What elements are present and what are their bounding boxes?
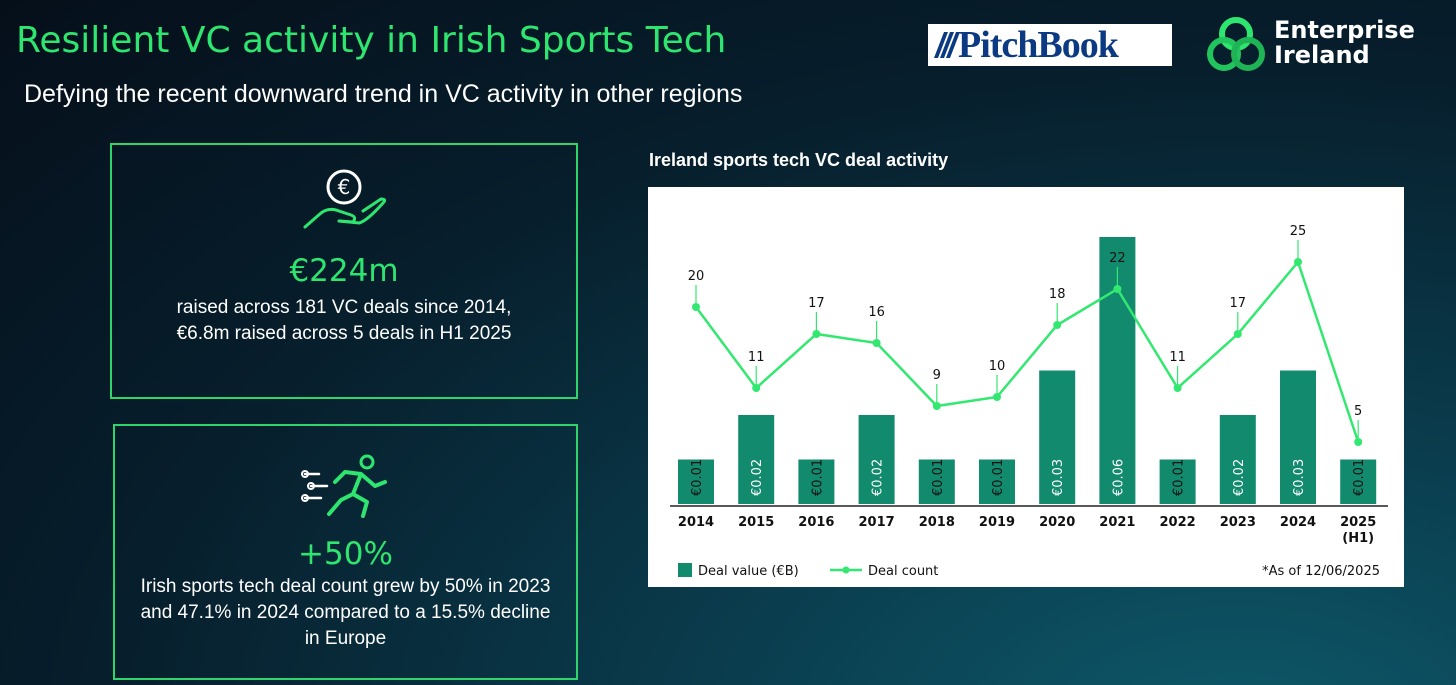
x-tick-2020: 2020 xyxy=(1039,515,1075,530)
deal-count-point-2025 xyxy=(1354,438,1363,446)
x-tick-2019: 2019 xyxy=(979,515,1015,530)
runner-icon xyxy=(300,454,387,518)
legend-swatch-deal-value xyxy=(678,563,692,577)
x-tick-2016: 2016 xyxy=(798,515,834,530)
deal-count-label-2016: 17 xyxy=(808,296,825,311)
x-tick-2014: 2014 xyxy=(678,515,714,530)
x-tick-2023: 2023 xyxy=(1220,515,1256,530)
deal-count-label-2015: 11 xyxy=(748,350,765,365)
deal-count-label-2024: 25 xyxy=(1290,224,1307,239)
stat-desc-growth-line1: Irish sports tech deal count grew by 50%… xyxy=(140,576,551,597)
deal-count-label-2022: 11 xyxy=(1169,350,1186,365)
bar-label-2016: €0.01 xyxy=(810,459,825,496)
pitchbook-logo-text: PitchBook xyxy=(958,24,1119,66)
bar-2024 xyxy=(1280,370,1316,504)
page-title: Resilient VC activity in Irish Sports Te… xyxy=(16,20,727,61)
x-tick-2018: 2018 xyxy=(919,515,955,530)
legend-label-deal-count: Deal count xyxy=(868,564,938,579)
bar-2014 xyxy=(678,459,714,504)
legend-label-deal-value: Deal value (€B) xyxy=(698,564,799,579)
bar-2015 xyxy=(738,415,775,504)
bar-label-2020: €0.03 xyxy=(1051,459,1066,496)
deal-count-point-2021 xyxy=(1113,285,1122,293)
deal-count-point-2018 xyxy=(932,402,941,410)
bar-label-2025: €0.01 xyxy=(1352,459,1367,496)
enterprise-ireland-knot-icon xyxy=(1207,17,1265,71)
bar-label-2022: €0.01 xyxy=(1172,459,1187,496)
deal-count-point-2014 xyxy=(692,303,700,311)
deal-count-label-2014: 20 xyxy=(688,269,705,284)
bar-2023 xyxy=(1219,415,1256,504)
bar-label-2017: €0.02 xyxy=(871,459,886,496)
stat-desc-raised-line2: €6.8m raised across 5 deals in H1 2025 xyxy=(176,323,512,344)
deal-count-line xyxy=(694,259,1360,443)
deal-count-label-2025: 5 xyxy=(1354,404,1362,419)
bar-label-2015: €0.02 xyxy=(750,459,765,496)
bar-label-2023: €0.02 xyxy=(1232,459,1247,496)
stat-panel-raised: € €224m raised across 181 VC deals since… xyxy=(110,143,578,399)
bar-2017 xyxy=(858,415,895,504)
enterprise-ireland-line2: Ireland xyxy=(1274,41,1370,69)
bar-label-2014: €0.01 xyxy=(690,459,705,496)
euro-hand-icon: € xyxy=(303,169,387,229)
chart-svg: €0.012014€0.022015€0.012016€0.022017€0.0… xyxy=(670,224,1388,579)
bar-label-2018: €0.01 xyxy=(931,459,946,496)
bar-2018 xyxy=(918,459,955,504)
bar-2016 xyxy=(798,459,835,504)
chart-area: €0.01 2014 €0.02 2015 €0.01 2016 €0.02 2017 €0.0… xyxy=(648,187,1404,587)
pitchbook-stripes-icon xyxy=(934,32,960,58)
deal-count-point-2015 xyxy=(752,384,761,392)
deal-count-point-2024 xyxy=(1294,258,1302,266)
bar-2020 xyxy=(1039,370,1076,504)
bar-2022 xyxy=(1159,459,1196,504)
stat-desc-growth-line2: and 47.1% in 2024 compared to a 15.5% de… xyxy=(140,602,551,623)
stat-value-growth: +50% xyxy=(298,536,393,572)
deal-count-label-2017: 16 xyxy=(868,305,885,320)
deal-count-label-2019: 10 xyxy=(989,359,1006,374)
deal-count-point-2019 xyxy=(993,393,1001,401)
deal-count-label-2020: 18 xyxy=(1049,287,1066,302)
bar-label-2019: €0.01 xyxy=(991,459,1006,496)
bar-label-2024: €0.03 xyxy=(1292,459,1307,496)
bar-2019 xyxy=(979,459,1015,504)
legend-marker-deal-count xyxy=(842,566,850,574)
deal-count-point-2016 xyxy=(812,330,821,338)
deal-count-label-2023: 17 xyxy=(1230,296,1247,311)
chart-title: Ireland sports tech VC deal activity xyxy=(649,150,949,170)
enterprise-ireland-logo: Enterprise Ireland xyxy=(1204,14,1434,78)
stat-value-raised: €224m xyxy=(289,253,399,289)
x-tick-2015: 2015 xyxy=(738,515,774,530)
enterprise-ireland-line1: Enterprise xyxy=(1274,16,1415,44)
bar-label-2021: €0.06 xyxy=(1111,459,1126,496)
svg-text:€: € xyxy=(338,175,351,199)
deal-count-label-2018: 9 xyxy=(933,368,941,383)
chart-footnote: *As of 12/06/2025 xyxy=(1262,564,1380,579)
stat-panel-growth: +50% Irish sports tech deal count grew b… xyxy=(113,424,578,680)
x-sublabel-2025: (H1) xyxy=(1342,531,1374,546)
deal-count-point-2022 xyxy=(1173,384,1182,392)
x-tick-2022: 2022 xyxy=(1160,515,1196,530)
page-subtitle: Defying the recent downward trend in VC … xyxy=(24,80,743,108)
stat-desc-raised-line1: raised across 181 VC deals since 2014, xyxy=(176,297,512,318)
stat-desc-growth-line3: in Europe xyxy=(304,628,387,649)
deal-count-point-2023 xyxy=(1233,330,1242,338)
deal-count-point-2017 xyxy=(872,339,881,347)
x-tick-2024: 2024 xyxy=(1280,515,1316,530)
x-tick-2025: 2025 xyxy=(1340,515,1376,530)
x-tick-2021: 2021 xyxy=(1099,515,1135,530)
x-tick-2017: 2017 xyxy=(859,515,895,530)
pitchbook-logo: PitchBook xyxy=(928,24,1172,66)
bar-2025 xyxy=(1340,459,1377,504)
deal-count-label-2021: 22 xyxy=(1109,251,1126,266)
deal-count-point-2020 xyxy=(1053,321,1062,329)
